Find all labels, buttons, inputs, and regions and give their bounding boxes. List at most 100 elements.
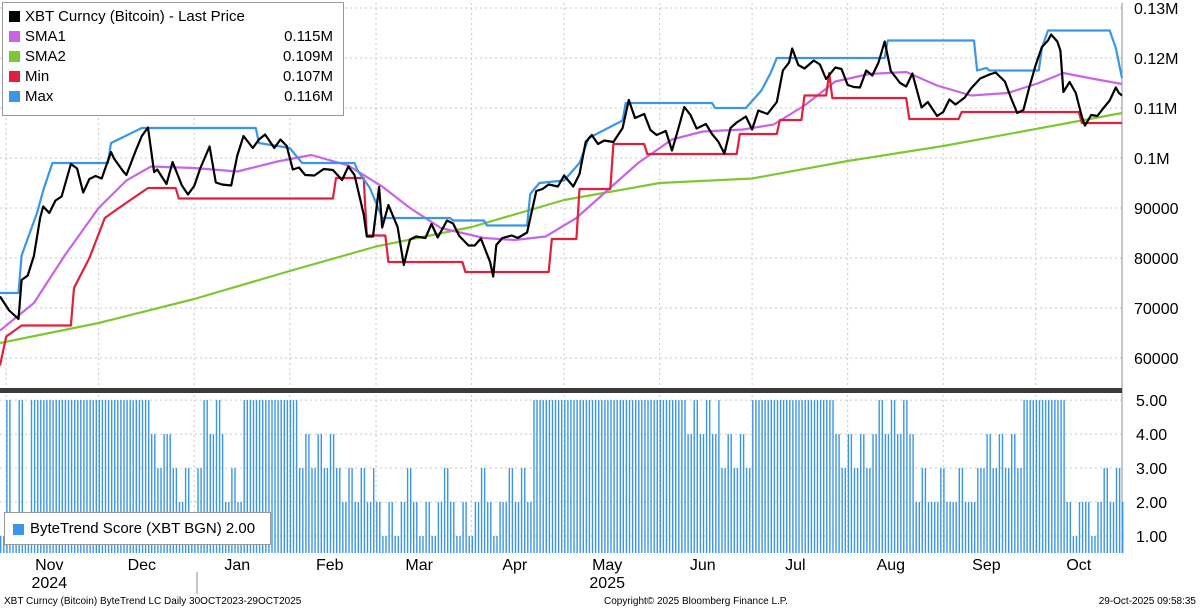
score-bar — [604, 400, 606, 553]
score-bar — [961, 468, 964, 553]
series-line-xbt-curncy-bitcoin-last-price — [0, 33, 1123, 321]
score-bar — [212, 434, 215, 553]
score-bar — [459, 536, 461, 553]
score-bar — [46, 400, 48, 553]
score-bar — [215, 400, 218, 553]
score-bar — [175, 468, 178, 553]
score-bar — [742, 434, 745, 553]
score-bar — [1091, 536, 1093, 553]
score-bar — [391, 502, 393, 553]
score-bar — [422, 536, 424, 553]
score-bar — [1075, 536, 1078, 553]
price-tick-label: 90000 — [1134, 201, 1179, 218]
score-bar — [58, 400, 60, 553]
score-bar — [234, 468, 236, 553]
score-bar — [752, 400, 754, 553]
score-bar — [1109, 502, 1112, 553]
score-bar — [0, 536, 2, 553]
score-bar — [1048, 400, 1050, 553]
score-bar — [668, 400, 671, 553]
score-bar — [308, 434, 310, 553]
score-bar — [801, 400, 803, 553]
score-bar — [70, 400, 73, 553]
score-bar — [807, 400, 809, 553]
score-bar — [770, 400, 772, 553]
price-tick-label: 60000 — [1134, 351, 1179, 368]
score-bar — [511, 468, 514, 553]
score-bar — [591, 400, 594, 553]
score-bar — [690, 434, 692, 553]
score-bar — [283, 400, 285, 553]
score-bar — [952, 502, 954, 553]
score-bar — [101, 400, 104, 553]
legend-swatch-price — [9, 11, 20, 22]
score-bar — [305, 434, 307, 553]
score-bar — [471, 536, 473, 553]
score-bar — [314, 468, 316, 553]
score-bar — [625, 400, 628, 553]
score-bar — [650, 400, 652, 553]
score-bar — [678, 400, 680, 553]
score-bar — [6, 400, 8, 553]
score-bar — [524, 468, 526, 553]
score-bar — [897, 434, 899, 553]
legend-name-max: Max — [25, 88, 54, 105]
score-bar — [126, 400, 128, 553]
score-bar — [425, 502, 427, 553]
score-bar — [95, 400, 97, 553]
score-bar — [1035, 400, 1038, 553]
score-bar — [736, 468, 739, 553]
score-bar — [437, 502, 440, 553]
score-bar — [477, 502, 480, 553]
score-bar — [292, 400, 295, 553]
panel-divider-bar — [0, 388, 1122, 393]
score-bar — [838, 434, 840, 553]
score-bar — [613, 400, 615, 553]
score-bar — [1004, 468, 1007, 553]
score-bar — [937, 502, 939, 553]
score-bar — [767, 400, 769, 553]
score-bar — [1023, 400, 1025, 553]
score-bar — [557, 400, 560, 553]
score-bar — [1001, 434, 1004, 553]
score-bar — [1081, 502, 1084, 553]
score-bar — [43, 400, 45, 553]
score-bar — [527, 502, 529, 553]
score-bar — [782, 400, 785, 553]
score-bar — [718, 400, 720, 553]
score-bar — [74, 400, 76, 553]
score-bar — [1032, 400, 1034, 553]
score-bars — [0, 400, 1124, 553]
price-axis-labels: 60000 70000 80000 90000 0.1M 0.11M 0.12M 0.13M — [1134, 1, 1179, 368]
score-bar — [64, 400, 67, 553]
score-bar — [428, 502, 430, 553]
score-bar — [863, 434, 865, 553]
score-bar — [924, 468, 927, 553]
score-bar — [739, 434, 742, 553]
score-bar — [844, 468, 846, 553]
month-label: Apr — [502, 557, 528, 574]
price-tick-label: 80000 — [1134, 251, 1179, 268]
legend-value-max: 0.116M — [284, 88, 333, 105]
score-tick-label: 4.00 — [1136, 427, 1167, 444]
legend-score-label: ByteTrend Score (XBT BGN) 2.00 — [30, 520, 256, 537]
score-bar — [255, 400, 258, 553]
score-bar — [336, 468, 338, 553]
score-bar — [348, 468, 350, 553]
score-bar — [887, 434, 890, 553]
score-bar — [468, 536, 470, 553]
score-bar — [3, 536, 5, 553]
score-bar — [376, 502, 378, 553]
panel-divider — [0, 388, 1122, 393]
score-bar — [271, 400, 273, 553]
score-bar — [9, 400, 11, 553]
legend-title: XBT Curncy (Bitcoin) - Last Price — [25, 8, 245, 25]
price-tick-label: 0.11M — [1134, 101, 1177, 118]
score-bar — [160, 468, 162, 553]
score-bar — [792, 400, 794, 553]
score-bar — [30, 400, 33, 553]
score-bar — [505, 502, 507, 553]
series-line-sma2 — [0, 111, 1123, 345]
score-bar — [351, 468, 353, 553]
